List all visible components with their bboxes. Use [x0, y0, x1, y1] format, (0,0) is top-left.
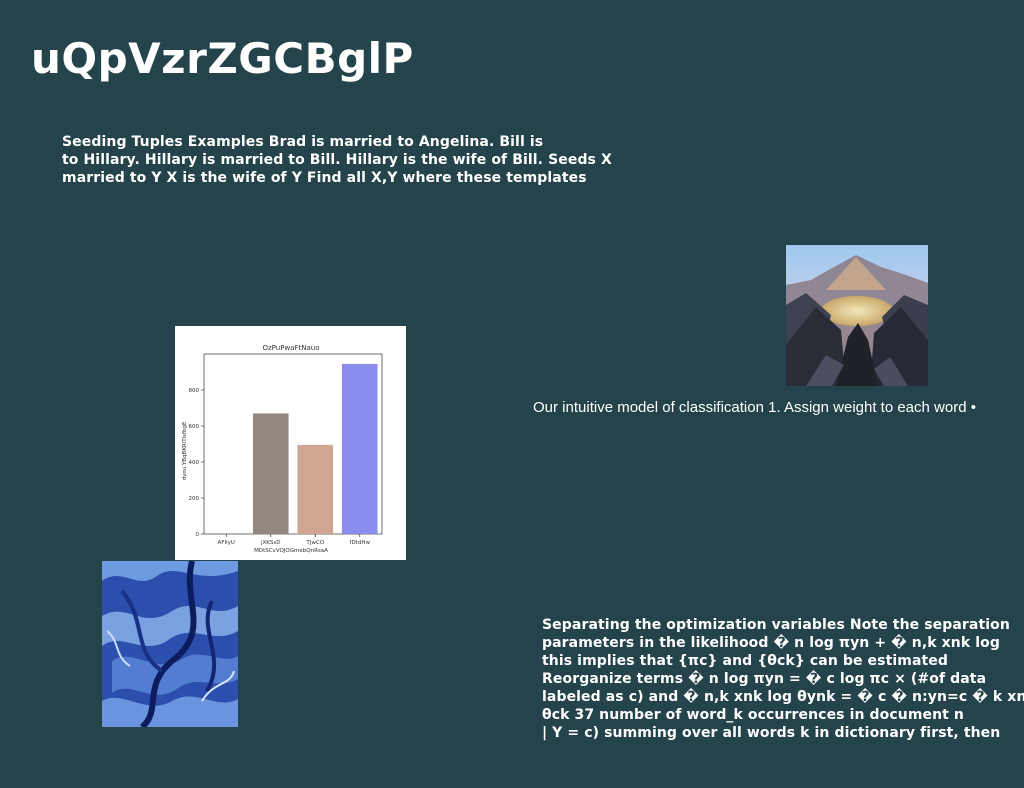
bar-chart-svg: OzPuPwaFtNauo MDtSCvVOJOGmebQnRsaA dvou … [182, 344, 383, 554]
y-tick-label: 400 [189, 460, 200, 466]
text-line: to Hillary. Hillary is married to Bill. … [62, 152, 612, 168]
y-tick-label: 200 [189, 496, 200, 502]
text-line: | Y = c) summing over all words k in dic… [542, 725, 1001, 741]
text-line: Seeding Tuples Examples Brad is married … [62, 134, 544, 150]
text-line: this implies that {πc} and {θck} can be … [542, 653, 949, 669]
bar [341, 363, 378, 534]
chart-title: OzPuPwaFtNauo [263, 344, 320, 352]
chart-xlabel: MDtSCvVOJOGmebQnRsaA [254, 548, 328, 554]
page-title: uQpVzrZGCBglP [31, 34, 414, 83]
x-tick-label: fDtdHw [350, 540, 371, 546]
bar [297, 444, 334, 534]
optimization-text: Separating the optimization variables No… [542, 616, 1024, 742]
blue-marble-image [102, 561, 238, 727]
blue-marble-texture [102, 561, 238, 727]
seeding-tuples-text: Seeding Tuples Examples Brad is married … [62, 133, 612, 187]
x-tick-label: AFIlyU [218, 540, 235, 546]
bar-chart: OzPuPwaFtNauo MDtSCvVOJOGmebQnRsaA dvou … [175, 326, 406, 560]
x-tick-label: jXKSsD [260, 540, 281, 546]
text-line: married to Y X is the wife of Y Find all… [62, 170, 587, 186]
text-line: Reorganize terms � n log πyn = � c log π… [542, 671, 987, 687]
text-line: parameters in the likelihood � n log πyn… [542, 635, 1001, 651]
text-line: θck 37 number of word_k occurrences in d… [542, 707, 965, 723]
y-tick-label: 800 [189, 388, 200, 394]
y-tick-label: 600 [189, 424, 200, 430]
classification-caption: Our intuitive model of classification 1.… [533, 399, 976, 416]
mountain-lake-photo [786, 245, 928, 386]
mountain-lake-image [786, 245, 928, 386]
y-tick-label: 0 [196, 532, 200, 538]
chart-plot-frame [203, 353, 383, 535]
text-line: labeled as c) and � n,k xnk log θynk = �… [542, 689, 1024, 705]
chart-ylabel: dvou YBqBKRiTlsfbgE [182, 421, 188, 480]
x-tick-label: TJwCO [305, 540, 324, 546]
bar [252, 413, 289, 534]
text-line: Separating the optimization variables No… [542, 617, 1010, 633]
